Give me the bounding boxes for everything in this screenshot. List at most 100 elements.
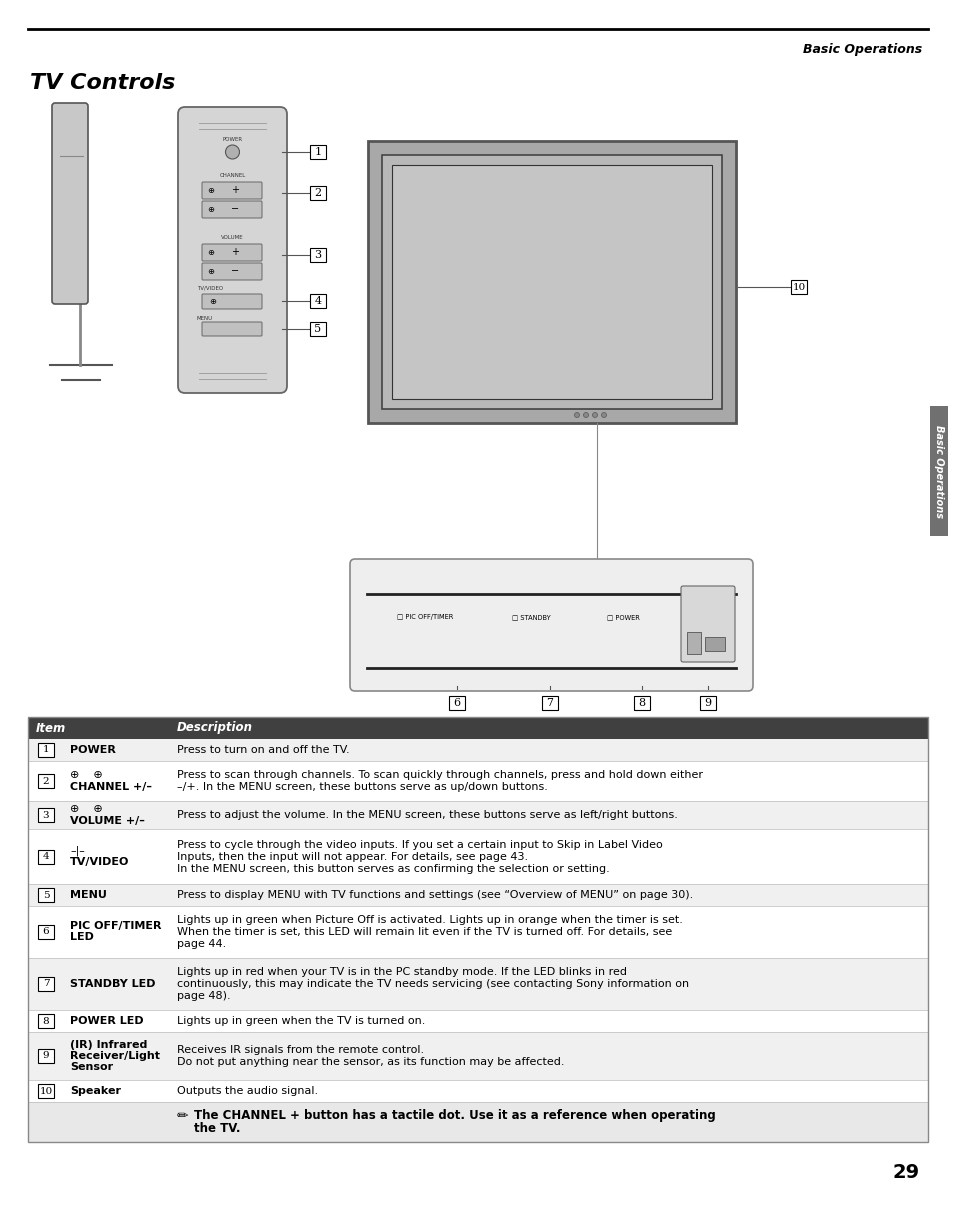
FancyBboxPatch shape — [28, 761, 927, 801]
Text: 6: 6 — [43, 928, 50, 937]
Text: ⊕: ⊕ — [208, 266, 214, 276]
FancyBboxPatch shape — [634, 696, 649, 709]
FancyBboxPatch shape — [38, 926, 54, 939]
Text: 5: 5 — [314, 324, 321, 335]
FancyBboxPatch shape — [38, 888, 54, 902]
Text: 1: 1 — [314, 147, 321, 158]
Text: −: − — [231, 266, 239, 276]
FancyBboxPatch shape — [38, 850, 54, 863]
FancyBboxPatch shape — [310, 294, 326, 308]
FancyBboxPatch shape — [310, 322, 326, 336]
Text: ⊕    ⊕: ⊕ ⊕ — [70, 803, 103, 814]
Text: CHANNEL: CHANNEL — [219, 172, 245, 177]
Text: 10: 10 — [39, 1087, 52, 1095]
Circle shape — [574, 413, 578, 418]
Text: 9: 9 — [703, 698, 711, 708]
Text: 6: 6 — [453, 698, 460, 708]
FancyBboxPatch shape — [700, 696, 716, 709]
Text: PIC OFF/TIMER: PIC OFF/TIMER — [70, 922, 161, 932]
Circle shape — [592, 413, 597, 418]
FancyBboxPatch shape — [28, 801, 927, 829]
Text: Lights up in green when the TV is turned on.: Lights up in green when the TV is turned… — [177, 1016, 425, 1026]
FancyBboxPatch shape — [38, 1049, 54, 1063]
FancyBboxPatch shape — [28, 1081, 927, 1103]
Text: Receives IR signals from the remote control.: Receives IR signals from the remote cont… — [177, 1045, 424, 1055]
FancyBboxPatch shape — [202, 322, 262, 336]
Text: ⊕: ⊕ — [208, 186, 214, 194]
Text: TV Controls: TV Controls — [30, 73, 175, 93]
Text: 10: 10 — [792, 282, 804, 292]
Text: page 48).: page 48). — [177, 991, 231, 1001]
FancyBboxPatch shape — [38, 808, 54, 822]
FancyBboxPatch shape — [790, 280, 806, 294]
Text: VOLUME: VOLUME — [221, 234, 244, 239]
Text: 9: 9 — [43, 1051, 50, 1061]
Text: 8: 8 — [638, 698, 645, 708]
FancyBboxPatch shape — [28, 1103, 927, 1142]
Text: 3: 3 — [43, 811, 50, 819]
Text: MENU: MENU — [70, 890, 107, 900]
Text: □ PIC OFF/TIMER: □ PIC OFF/TIMER — [396, 614, 453, 620]
Text: In the MENU screen, this button serves as confirming the selection or setting.: In the MENU screen, this button serves a… — [177, 863, 609, 873]
Circle shape — [583, 413, 588, 418]
Text: ⊕    ⊕: ⊕ ⊕ — [70, 770, 103, 780]
Text: STANDBY LED: STANDBY LED — [70, 979, 155, 989]
Text: POWER LED: POWER LED — [70, 1016, 144, 1026]
Text: POWER: POWER — [222, 137, 242, 142]
Text: □ STANDBY: □ STANDBY — [512, 614, 550, 620]
Text: Press to adjust the volume. In the MENU screen, these buttons serve as left/righ: Press to adjust the volume. In the MENU … — [177, 810, 678, 821]
Text: Lights up in red when your TV is in the PC standby mode. If the LED blinks in re: Lights up in red when your TV is in the … — [177, 967, 626, 977]
FancyBboxPatch shape — [392, 165, 711, 399]
Circle shape — [601, 413, 606, 418]
FancyBboxPatch shape — [202, 182, 262, 199]
FancyBboxPatch shape — [28, 829, 927, 884]
FancyBboxPatch shape — [28, 1010, 927, 1032]
Text: 1: 1 — [43, 746, 50, 755]
Text: Press to scan through channels. To scan quickly through channels, press and hold: Press to scan through channels. To scan … — [177, 770, 702, 780]
Text: Inputs, then the input will not appear. For details, see page 43.: Inputs, then the input will not appear. … — [177, 851, 528, 862]
Circle shape — [225, 145, 239, 159]
FancyBboxPatch shape — [38, 1084, 54, 1098]
Text: The CHANNEL + button has a tactile dot. Use it as a reference when operating: The CHANNEL + button has a tactile dot. … — [193, 1110, 715, 1122]
FancyBboxPatch shape — [449, 696, 464, 709]
Text: LED: LED — [70, 933, 93, 943]
Text: Press to turn on and off the TV.: Press to turn on and off the TV. — [177, 745, 349, 755]
Text: 3: 3 — [314, 250, 321, 260]
FancyBboxPatch shape — [202, 244, 262, 261]
Text: Press to cycle through the video inputs. If you set a certain input to Skip in L: Press to cycle through the video inputs.… — [177, 840, 662, 850]
Text: Receiver/Light: Receiver/Light — [70, 1051, 160, 1061]
Text: ⊕: ⊕ — [208, 248, 214, 256]
Text: CHANNEL +/–: CHANNEL +/– — [70, 781, 152, 792]
Text: 2: 2 — [43, 777, 50, 785]
FancyBboxPatch shape — [704, 637, 724, 651]
FancyBboxPatch shape — [38, 977, 54, 991]
FancyBboxPatch shape — [52, 103, 88, 304]
Text: When the timer is set, this LED will remain lit even if the TV is turned off. Fo: When the timer is set, this LED will rem… — [177, 927, 672, 937]
Text: Lights up in green when Picture Off is activated. Lights up in orange when the t: Lights up in green when Picture Off is a… — [177, 915, 682, 926]
FancyBboxPatch shape — [38, 744, 54, 757]
Text: 4: 4 — [314, 295, 321, 306]
Text: Do not put anything near the sensor, as its function may be affected.: Do not put anything near the sensor, as … — [177, 1057, 564, 1067]
FancyBboxPatch shape — [310, 145, 326, 159]
Text: (IR) Infrared: (IR) Infrared — [70, 1040, 147, 1050]
FancyBboxPatch shape — [38, 1013, 54, 1028]
FancyBboxPatch shape — [28, 717, 927, 739]
FancyBboxPatch shape — [28, 739, 927, 761]
Text: page 44.: page 44. — [177, 939, 226, 949]
Text: the TV.: the TV. — [193, 1122, 240, 1136]
Text: +: + — [231, 186, 239, 195]
Text: Sensor: Sensor — [70, 1062, 113, 1072]
FancyBboxPatch shape — [381, 155, 721, 409]
FancyBboxPatch shape — [202, 263, 262, 280]
FancyBboxPatch shape — [28, 958, 927, 1010]
Text: Press to display MENU with TV functions and settings (see “Overview of MENU” on : Press to display MENU with TV functions … — [177, 890, 693, 900]
Text: 7: 7 — [546, 698, 553, 708]
Text: ✏: ✏ — [177, 1109, 189, 1123]
Text: 4: 4 — [43, 852, 50, 861]
FancyBboxPatch shape — [541, 696, 558, 709]
FancyBboxPatch shape — [202, 201, 262, 219]
Text: TV/VIDEO: TV/VIDEO — [196, 286, 223, 291]
Text: VOLUME +/–: VOLUME +/– — [70, 816, 145, 825]
FancyBboxPatch shape — [178, 107, 287, 393]
Text: TV/VIDEO: TV/VIDEO — [70, 857, 130, 867]
